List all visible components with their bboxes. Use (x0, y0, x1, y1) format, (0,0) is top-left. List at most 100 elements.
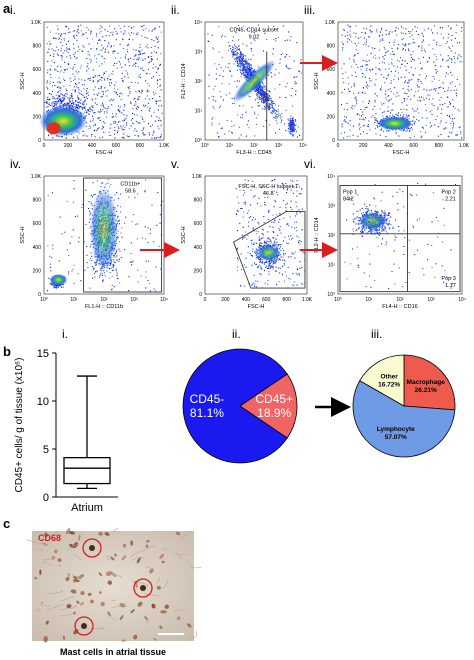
event-dot (59, 285, 61, 287)
event-dot (75, 104, 77, 106)
event-dot (452, 99, 454, 101)
event-dot (387, 50, 389, 52)
event-dot (58, 135, 60, 137)
event-dot (118, 108, 120, 110)
event-dot (112, 266, 114, 268)
event-dot (240, 67, 242, 69)
event-dot (97, 111, 99, 113)
event-dot (157, 36, 159, 38)
event-dot (102, 279, 104, 281)
event-dot (366, 81, 368, 83)
event-dot (436, 44, 438, 46)
event-dot (78, 98, 80, 100)
event-dot (102, 102, 104, 104)
event-dot (90, 48, 92, 50)
event-dot (99, 38, 101, 40)
event-dot (121, 77, 123, 79)
event-dot (121, 72, 123, 74)
event-dot (243, 65, 245, 67)
event-dot (89, 214, 91, 216)
event-dot (372, 68, 374, 70)
event-dot (139, 50, 141, 52)
event-dot (365, 86, 367, 88)
event-dot (73, 53, 75, 55)
event-dot (451, 35, 453, 37)
event-dot (257, 24, 259, 26)
event-dot (259, 85, 261, 87)
event-dot (268, 98, 270, 100)
event-dot (232, 49, 234, 51)
event-dot (406, 116, 408, 118)
event-dot (60, 41, 62, 43)
event-dot (80, 99, 82, 101)
event-dot (137, 106, 139, 108)
event-dot (241, 72, 243, 74)
event-dot (381, 61, 383, 63)
event-dot (67, 48, 69, 50)
event-dot (132, 118, 134, 120)
event-dot (145, 80, 147, 82)
event-dot (118, 127, 120, 129)
event-dot (68, 102, 70, 104)
event-dot (425, 124, 427, 126)
event-dot (267, 94, 269, 96)
event-dot (385, 29, 387, 31)
event-dot (250, 50, 252, 52)
event-dot (343, 137, 345, 139)
event-dot (258, 92, 260, 94)
event-dot (267, 97, 269, 99)
event-dot (260, 100, 262, 102)
event-dot (243, 66, 245, 68)
event-dot (115, 121, 117, 123)
event-dot (260, 97, 262, 99)
event-dot (139, 96, 141, 98)
event-dot (447, 106, 449, 108)
event-dot (100, 87, 102, 89)
event-dot (342, 73, 344, 75)
event-dot (364, 92, 366, 94)
event-dot (103, 107, 105, 109)
event-dot (53, 53, 55, 55)
event-dot (272, 214, 274, 216)
flow-plot-2: ii.CD45, CD14 subset9.0210⁴10³10²10¹10⁰1… (171, 3, 307, 156)
event-dot (158, 74, 160, 76)
event-dot (114, 194, 116, 196)
event-dot (409, 131, 411, 133)
event-dot (395, 131, 397, 133)
event-dot (104, 87, 106, 89)
event-dot (115, 251, 117, 253)
event-dot (248, 63, 250, 65)
event-dot (142, 118, 144, 120)
event-dot (112, 52, 114, 54)
event-dot (355, 63, 357, 65)
event-dot (121, 136, 123, 138)
event-dot (66, 103, 68, 105)
event-dot (81, 79, 83, 81)
event-dot (246, 65, 248, 67)
event-dot (267, 93, 269, 95)
event-dot (153, 40, 155, 42)
event-dot (293, 126, 295, 128)
event-dot (151, 115, 153, 117)
event-dot (154, 27, 156, 29)
event-dot (83, 33, 85, 35)
event-dot (59, 82, 61, 84)
event-dot (137, 122, 139, 124)
event-dot (89, 79, 91, 81)
event-dot (394, 53, 396, 55)
event-dot (69, 77, 71, 79)
event-dot (240, 70, 242, 72)
y-tick-label: 800 (33, 198, 42, 204)
event-dot (369, 80, 371, 82)
event-dot (136, 108, 138, 110)
event-dot (234, 50, 236, 52)
event-dot (78, 105, 80, 107)
event-dot (95, 58, 97, 60)
event-dot (290, 127, 292, 129)
event-dot (447, 87, 449, 89)
event-dot (102, 279, 104, 281)
event-dot (55, 104, 57, 106)
event-dot (370, 80, 372, 82)
event-dot (430, 126, 432, 128)
event-dot (349, 120, 351, 122)
